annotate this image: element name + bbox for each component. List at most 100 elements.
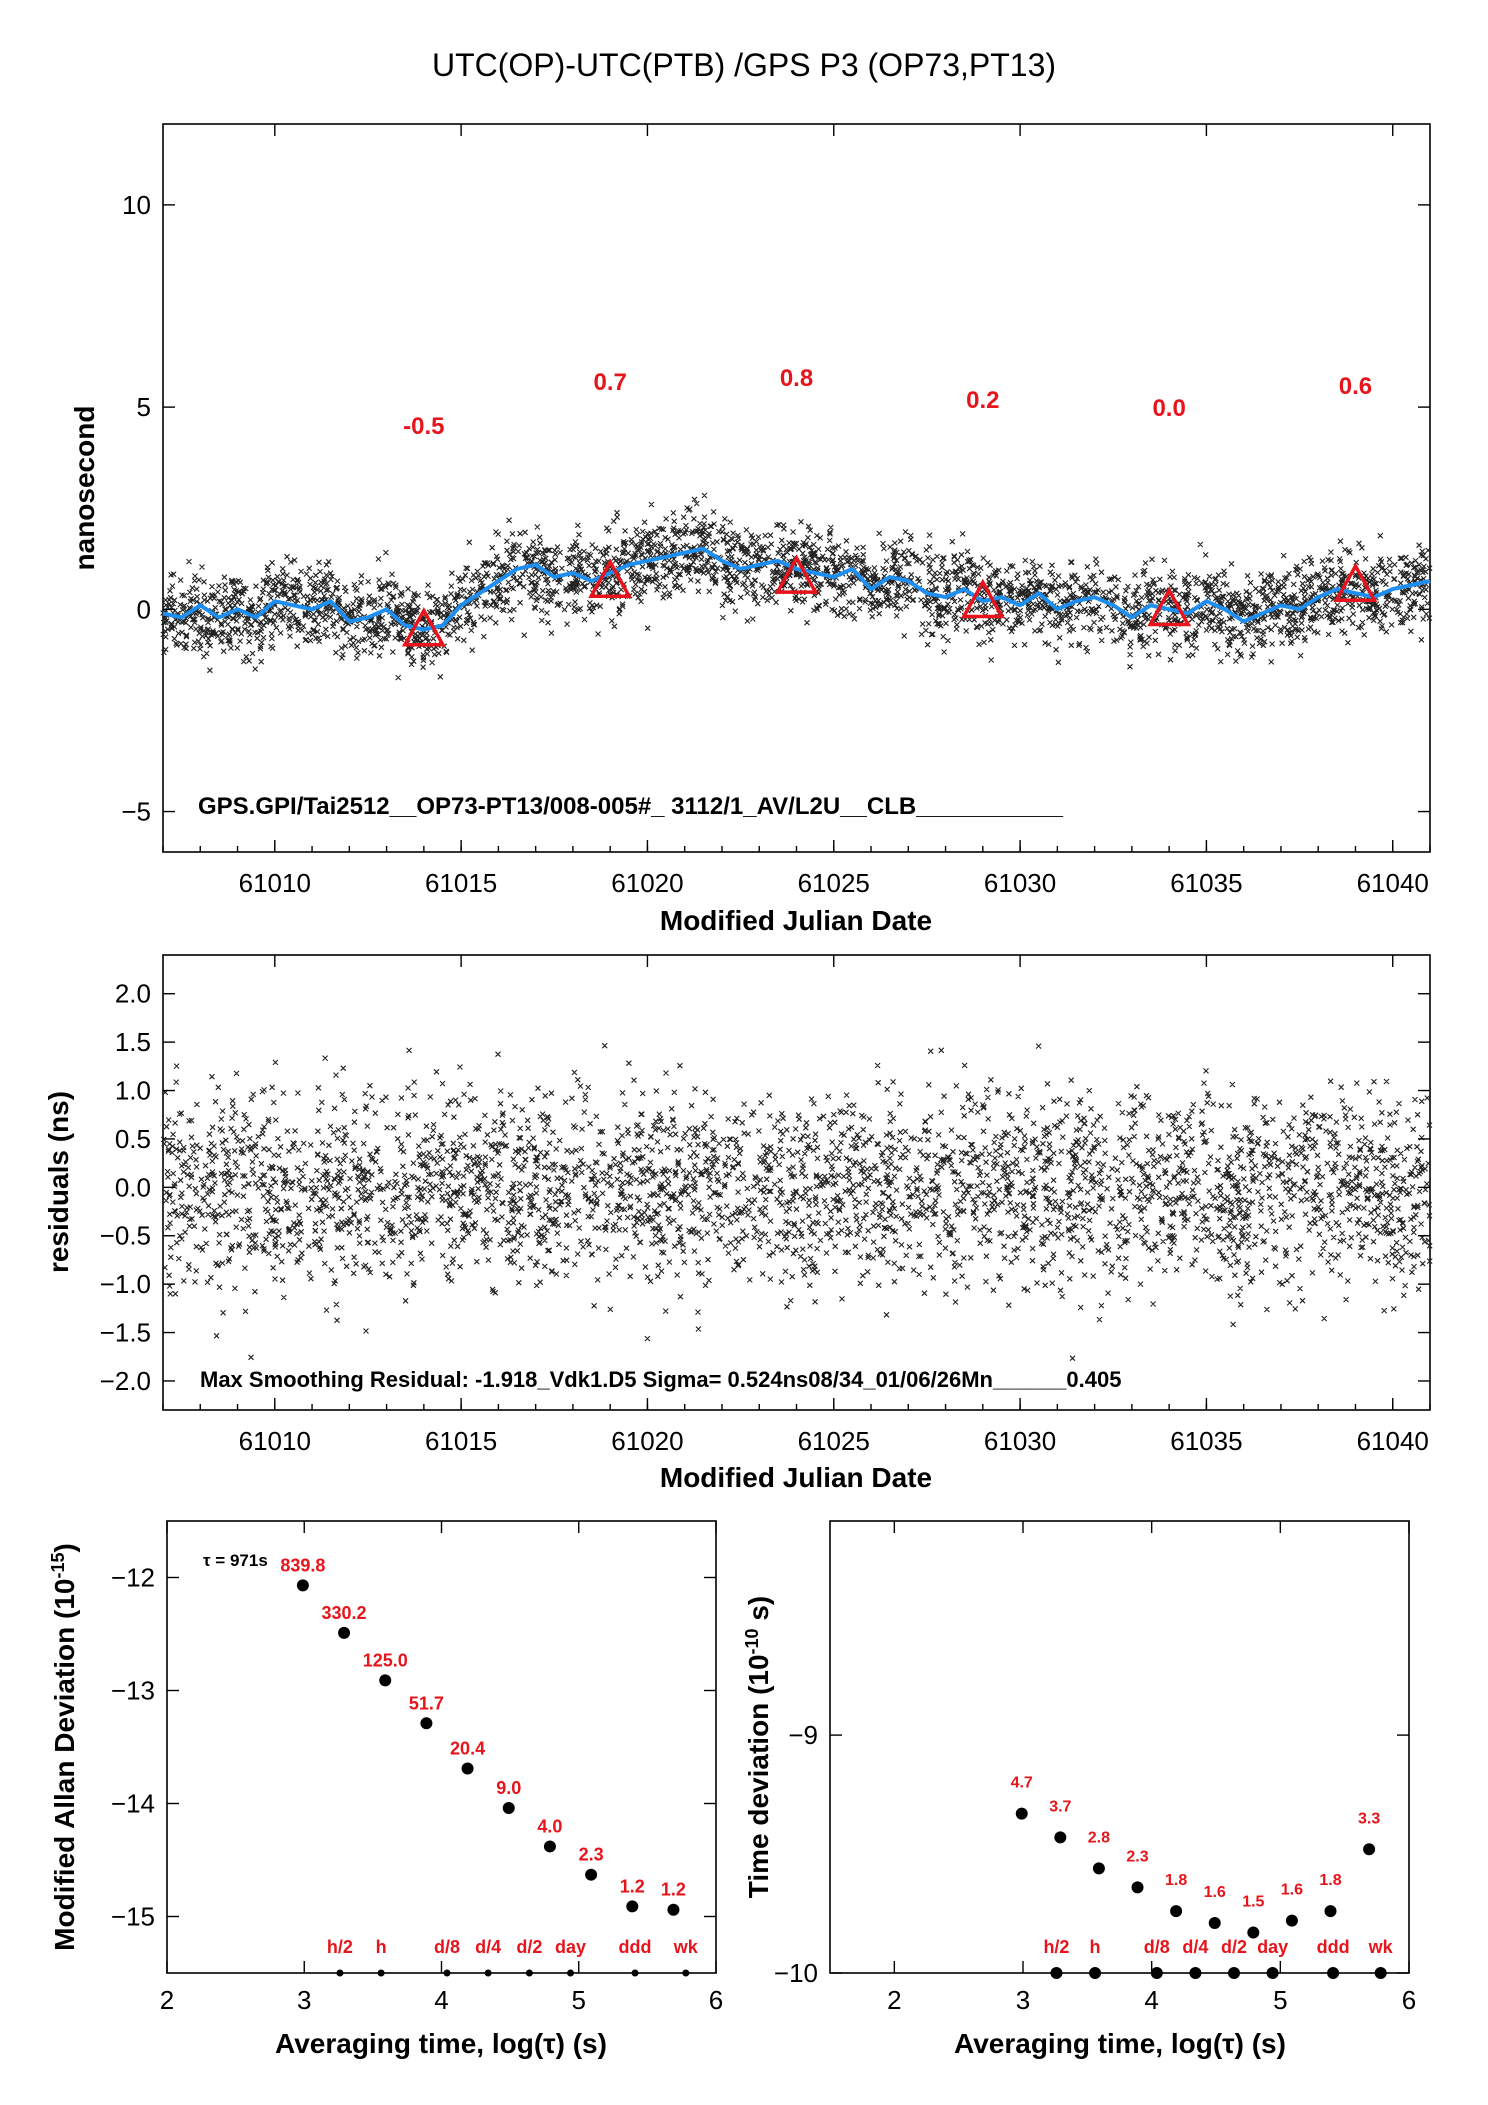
tdev-interval-dot-1	[1089, 1967, 1102, 1979]
tdev-xtick-label-4: 6	[1402, 1985, 1416, 2015]
residuals-xtick-label-5: 61035	[1170, 1426, 1242, 1456]
residuals-xtick-label-1: 61015	[425, 1426, 497, 1456]
mdev-interval-label-6: ddd	[619, 1937, 652, 1957]
tdev-point-label-8: 1.8	[1319, 1872, 1341, 1889]
tdev-axes: 2 3 4 5 6 −10 −9	[774, 1521, 1416, 2015]
mdev-interval-dot-1	[377, 1969, 385, 1977]
residuals-axes: 61010 61015 61020 61025 61030 61035 61040 −2.0 −…	[100, 955, 1431, 1456]
mdev-interval-dot-2	[443, 1969, 451, 1977]
mean-marker-3	[960, 578, 1005, 619]
mdev-point-label-6: 4.0	[537, 1816, 562, 1836]
tdev-point-4	[1170, 1905, 1183, 1918]
tdev-interval-dot-4	[1228, 1967, 1241, 1979]
tdev-ylabel: Time deviation (10-10 s)	[742, 1596, 774, 1899]
tdev-interval-dot-6	[1327, 1967, 1340, 1979]
tdev-panel: 2 3 4 5 6 −10 −9 4.7 3.7 2.8 2.3 1.8 1.6 1.5 1.6 1.8 3.…	[742, 1520, 1416, 2059]
tdev-point-0	[1015, 1807, 1028, 1820]
tdev-xtick-label-0: 2	[887, 1985, 901, 2015]
mdev-xtick-label-2: 4	[434, 1985, 448, 2015]
tdev-ytick-label-1: −9	[788, 1720, 818, 1750]
residuals-ytick-label-5: 0.5	[115, 1124, 151, 1154]
main-xlabel: Modified Julian Date	[660, 905, 932, 936]
tdev-ytick-label-0: −10	[774, 1958, 818, 1988]
mdev-ytick-label-3: −12	[111, 1563, 155, 1593]
tdev-interval-dot-0	[1050, 1967, 1063, 1979]
tdev-interval-dot-5	[1266, 1967, 1279, 1979]
tdev-xlabel: Averaging time, log(τ) (s)	[954, 2028, 1286, 2059]
residuals-xtick-label-3: 61025	[798, 1426, 870, 1456]
mdev-point-label-2: 125.0	[363, 1650, 408, 1670]
mdev-interval-label-2: d/8	[434, 1937, 460, 1957]
tdev-ylabel-tail: s)	[743, 1596, 774, 1629]
tdev-point-2	[1092, 1862, 1105, 1875]
residuals-panel: 61010 61015 61020 61025 61030 61035 61040 −2.0 −…	[43, 954, 1433, 1493]
mdev-xtick-label-0: 2	[160, 1985, 174, 2015]
tdev-xtick-label-1: 3	[1016, 1985, 1030, 2015]
mdev-point-label-7: 2.3	[579, 1845, 604, 1865]
main-note: GPS.GPI/Tai2512__OP73-PT13/008-005#_ 311…	[198, 793, 1064, 820]
mean-marker-2	[774, 554, 819, 594]
residuals-ytick-label-0: −2.0	[100, 1366, 151, 1396]
main-ytick-label-3: 10	[122, 190, 151, 220]
mean-label-4: 0.0	[1152, 395, 1185, 422]
tdev-interval-label-7: wk	[1368, 1937, 1394, 1957]
main-panel: -0.5 0.7 0.8 0.2 0.0 0.6 61010 61015 61020 61025…	[69, 123, 1433, 936]
mean-marker-0	[401, 606, 446, 647]
mean-marker-5	[1333, 562, 1378, 603]
chart-title: UTC(OP)-UTC(PTB) /GPS P3 (OP73,PT13)	[432, 47, 1056, 83]
mdev-ylabel-main: Modified Allan Deviation (10	[49, 1579, 80, 1951]
mdev-point-4	[461, 1762, 474, 1775]
mdev-point-label-9: 1.2	[661, 1880, 686, 1900]
main-smoothing-curve-layer	[162, 546, 1431, 632]
mean-marker-4	[1147, 586, 1192, 627]
mdev-interval-dot-3	[484, 1969, 492, 1977]
tdev-interval-label-0: h/2	[1043, 1937, 1069, 1957]
mdev-point-2	[379, 1674, 392, 1687]
mdev-xlabel: Averaging time, log(τ) (s)	[275, 2028, 607, 2059]
residuals-xtick-label-6: 61040	[1357, 1426, 1429, 1456]
residuals-xtick-label-2: 61020	[611, 1426, 683, 1456]
tdev-interval-dot-7	[1374, 1967, 1387, 1979]
mean-label-2: 0.8	[780, 365, 813, 392]
mdev-point-0	[296, 1579, 309, 1592]
tdev-point-7	[1285, 1914, 1298, 1927]
tdev-xtick-label-3: 5	[1273, 1985, 1287, 2015]
main-ytick-label-0: −5	[121, 797, 151, 827]
tdev-ylabel-main: Time deviation (10	[743, 1654, 774, 1898]
residuals-ylabel: residuals (ns)	[43, 1091, 74, 1273]
mdev-interval-dot-6	[631, 1969, 639, 1977]
tdev-points-layer: 4.7 3.7 2.8 2.3 1.8 1.6 1.5 1.6 1.8 3.3 h/2 h d/8 d/4…	[1011, 1775, 1394, 1979]
mdev-interval-dot-7	[682, 1969, 690, 1977]
tdev-xtick-label-2: 4	[1144, 1985, 1158, 2015]
main-ytick-label-1: 0	[137, 594, 151, 624]
mdev-interval-label-1: h	[376, 1937, 387, 1957]
mdev-interval-label-0: h/2	[327, 1937, 353, 1957]
mdev-xtick-label-3: 5	[572, 1985, 586, 2015]
main-xtick-label-0: 61010	[239, 868, 311, 898]
tdev-point-label-6: 1.5	[1242, 1894, 1264, 1911]
residuals-ytick-label-1: −1.5	[100, 1318, 151, 1348]
mdev-tau-label: τ = 971s	[203, 1551, 268, 1570]
mean-label-5: 0.6	[1339, 373, 1372, 400]
tdev-point-6	[1247, 1926, 1260, 1939]
tdev-point-label-7: 1.6	[1281, 1882, 1303, 1899]
main-smoothing-curve	[162, 546, 1431, 632]
residuals-note: Max Smoothing Residual: -1.918_Vdk1.D5 S…	[200, 1367, 1121, 1392]
mdev-ylabel-exponent: -15	[48, 1552, 68, 1578]
mdev-point-7	[585, 1868, 598, 1881]
mean-label-0: -0.5	[403, 413, 444, 440]
main-xtick-label-5: 61035	[1170, 868, 1242, 898]
mdev-point-8	[626, 1900, 639, 1913]
residuals-ytick-label-4: 0.0	[115, 1172, 151, 1202]
tdev-interval-dot-2	[1150, 1967, 1163, 1979]
mdev-panel: 2 3 4 5 6 −15 −14 −13 −12 839.8 330.2 125.0 51.7 20.…	[48, 1520, 723, 2059]
mdev-point-9	[667, 1903, 680, 1916]
mdev-point-1	[338, 1626, 351, 1639]
mean-label-3: 0.2	[966, 387, 999, 414]
tdev-point-1	[1054, 1831, 1067, 1844]
mdev-interval-label-3: d/4	[475, 1937, 501, 1957]
mdev-point-label-4: 20.4	[450, 1738, 485, 1758]
mdev-interval-label-4: d/2	[516, 1937, 542, 1957]
main-xtick-label-6: 61040	[1357, 868, 1429, 898]
tdev-point-label-4: 1.8	[1165, 1872, 1187, 1889]
